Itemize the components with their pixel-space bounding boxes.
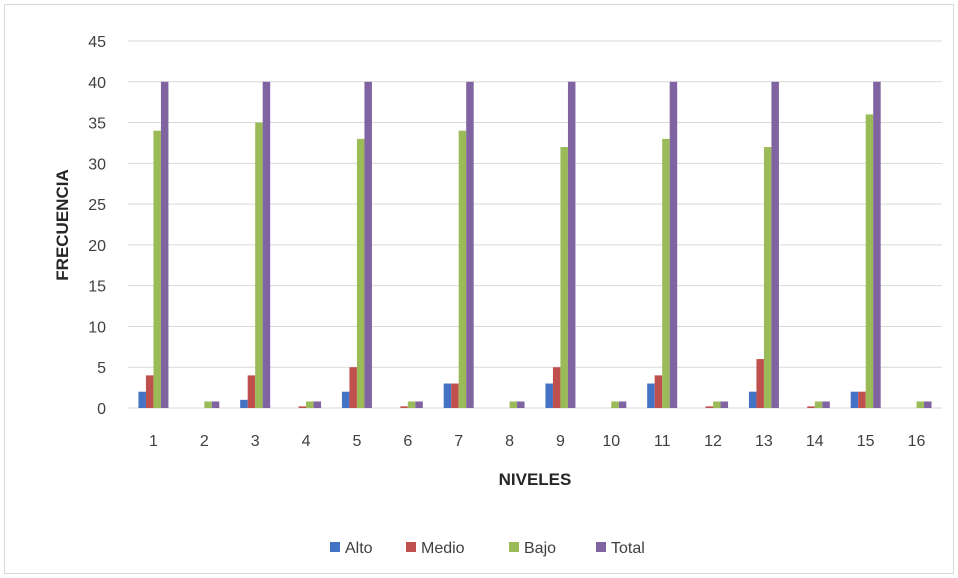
legend-swatch-alto (330, 542, 340, 552)
x-tick-label: 16 (908, 433, 926, 450)
bar-medio-4 (298, 406, 307, 408)
bar-medio-14 (807, 406, 815, 408)
y-tick-label: 40 (88, 75, 106, 92)
x-tick-label: 10 (602, 433, 620, 450)
bars (138, 81, 932, 409)
bar-total-9 (567, 81, 576, 409)
bar-alto-15 (850, 391, 859, 408)
bar-alto-3 (240, 399, 248, 408)
y-tick-label: 35 (88, 116, 106, 133)
legend-label-bajo: Bajo (524, 540, 556, 557)
bar-bajo-6 (407, 401, 416, 408)
bar-medio-15 (858, 391, 866, 408)
bar-total-8 (517, 401, 525, 408)
y-tick-label: 25 (88, 197, 106, 214)
bar-total-16 (924, 401, 932, 408)
gridlines (128, 40, 942, 409)
x-tick-label: 2 (200, 433, 209, 450)
bar-medio-5 (349, 367, 357, 408)
bar-medio-9 (552, 367, 561, 408)
x-tick-label: 5 (352, 433, 361, 450)
legend-label-medio: Medio (421, 540, 465, 557)
bar-total-3 (262, 81, 271, 409)
bar-alto-13 (748, 391, 757, 408)
bar-total-5 (364, 81, 372, 409)
x-tick-label: 6 (403, 433, 412, 450)
bar-total-15 (873, 81, 881, 409)
bar-bajo-3 (255, 122, 263, 409)
x-tick-label: 7 (454, 433, 463, 450)
bar-bajo-13 (763, 147, 772, 408)
bar-alto-7 (443, 383, 452, 408)
bar-alto-11 (647, 383, 655, 408)
bar-bajo-16 (916, 401, 925, 408)
bar-total-12 (720, 401, 729, 408)
bar-bajo-12 (713, 401, 721, 408)
bar-medio-11 (654, 375, 663, 408)
legend-swatch-medio (406, 542, 416, 552)
bar-bajo-15 (865, 114, 874, 409)
x-tick-label: 11 (654, 433, 671, 450)
y-tick-label: 30 (88, 156, 106, 173)
bar-total-1 (160, 81, 169, 409)
x-tick-label: 1 (149, 433, 158, 450)
chart-frame (4, 4, 954, 574)
y-tick-label: 5 (97, 360, 106, 377)
y-tick-label: 20 (88, 238, 106, 255)
bar-bajo-11 (662, 138, 670, 408)
bar-total-10 (618, 401, 627, 408)
bar-bajo-8 (509, 401, 518, 408)
x-tick-label: 13 (755, 433, 773, 450)
legend-label-alto: Alto (345, 540, 373, 557)
bar-bajo-2 (204, 401, 212, 408)
bar-medio-12 (705, 406, 714, 408)
bar-total-11 (669, 81, 678, 409)
bar-bajo-4 (306, 401, 314, 408)
x-tick-label: 9 (556, 433, 565, 450)
legend-swatch-total (596, 542, 606, 552)
y-axis-ticks: 0 5 10 15 20 25 30 35 40 45 (88, 34, 106, 418)
bar-bajo-5 (356, 138, 365, 408)
y-tick-label: 10 (88, 319, 106, 336)
y-axis-title: FRECUENCIA (53, 169, 72, 280)
bar-bajo-14 (814, 401, 823, 408)
x-tick-label: 8 (505, 433, 514, 450)
x-tick-label: 4 (302, 433, 311, 450)
bar-bajo-10 (611, 401, 619, 408)
bar-total-4 (313, 401, 322, 408)
legend: Alto Medio Bajo Total (330, 540, 645, 557)
bar-total-6 (415, 401, 423, 408)
bar-medio-7 (451, 383, 459, 408)
bar-medio-6 (400, 406, 408, 408)
x-axis-ticks: 1 2 3 4 5 6 7 8 9 10 11 12 13 14 15 16 (149, 433, 926, 450)
x-tick-label: 3 (251, 433, 260, 450)
bar-medio-3 (247, 375, 256, 408)
y-tick-label: 15 (88, 279, 106, 296)
y-tick-label: 45 (88, 34, 106, 51)
x-tick-label: 15 (857, 433, 875, 450)
bar-bajo-7 (458, 130, 467, 408)
bar-total-14 (822, 401, 830, 408)
y-tick-label: 0 (97, 401, 106, 418)
bar-total-2 (211, 401, 220, 408)
bar-alto-5 (341, 391, 350, 408)
bar-medio-13 (756, 359, 764, 408)
x-axis-title: NIVELES (499, 470, 572, 489)
bar-bajo-1 (153, 130, 161, 408)
legend-label-total: Total (611, 540, 645, 557)
legend-swatch-bajo (509, 542, 519, 552)
bar-total-13 (771, 81, 779, 409)
bar-medio-1 (145, 375, 154, 408)
x-tick-label: 12 (704, 433, 722, 450)
bar-alto-1 (138, 391, 146, 408)
x-tick-label: 14 (806, 433, 824, 450)
bar-total-7 (466, 81, 474, 409)
bar-bajo-9 (560, 147, 568, 408)
bar-alto-9 (545, 383, 553, 408)
